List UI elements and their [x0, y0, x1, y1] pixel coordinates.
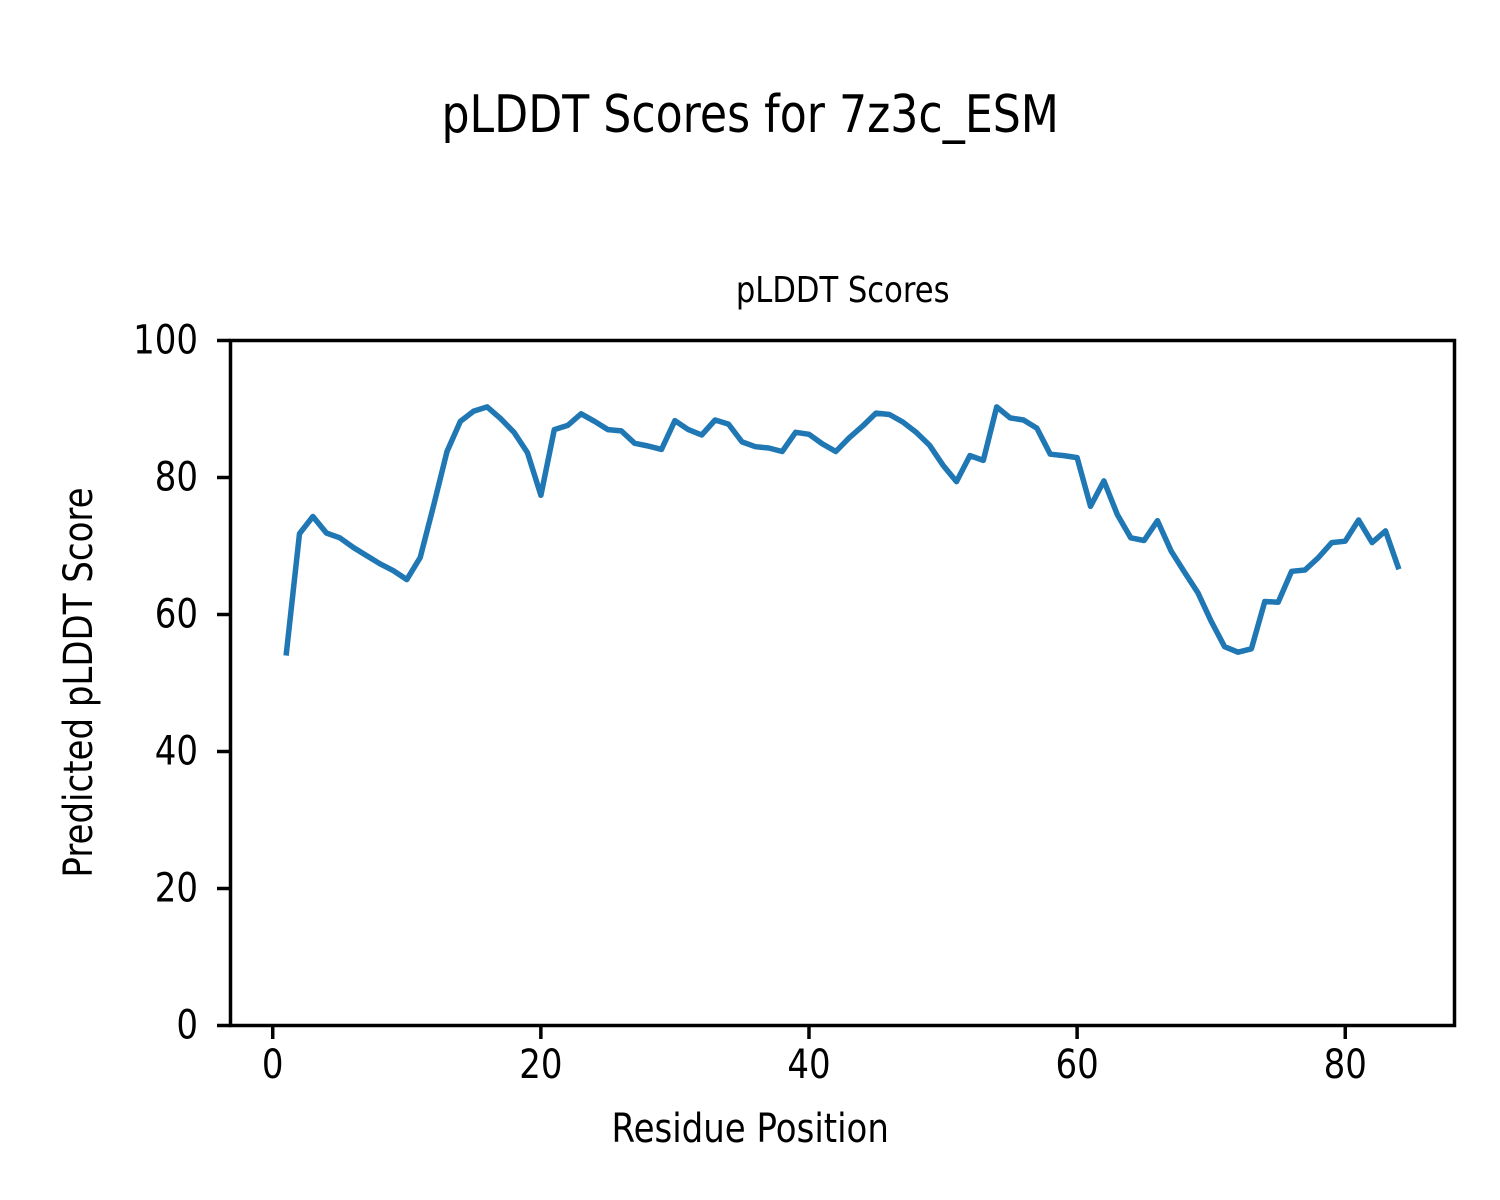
y-tick-label: 40	[155, 728, 198, 774]
x-axis-ticks	[270, 1025, 1347, 1039]
y-axis-tick-labels: 0 20 40 60 80 100	[133, 317, 198, 1048]
x-tick-label: 0	[262, 1041, 284, 1087]
x-tick-label: 80	[1324, 1041, 1367, 1087]
x-tick-label: 20	[519, 1041, 562, 1087]
figure-title: pLDDT Scores for 7z3c_ESM	[0, 85, 1500, 146]
x-axis-label: Residue Position	[0, 1106, 1500, 1152]
plot-border	[228, 338, 1457, 1028]
axes-title: pLDDT Scores	[231, 270, 1455, 311]
y-tick-label: 60	[155, 591, 198, 637]
y-tick-label: 100	[133, 317, 198, 363]
y-tick-label: 0	[176, 1002, 198, 1048]
x-tick-label: 40	[787, 1041, 830, 1087]
y-tick-label: 20	[155, 865, 198, 911]
x-tick-label: 60	[1055, 1041, 1098, 1087]
plddt-line	[283, 404, 1402, 656]
y-axis-ticks	[217, 338, 231, 1028]
figure-title-text: pLDDT Scores for 7z3c_ESM	[441, 85, 1059, 145]
y-tick-label: 80	[155, 454, 198, 500]
axes-title-text: pLDDT Scores	[736, 270, 950, 311]
x-axis-label-text: Residue Position	[611, 1106, 889, 1152]
x-axis-tick-labels: 0 20 40 60 80	[262, 1041, 1367, 1087]
